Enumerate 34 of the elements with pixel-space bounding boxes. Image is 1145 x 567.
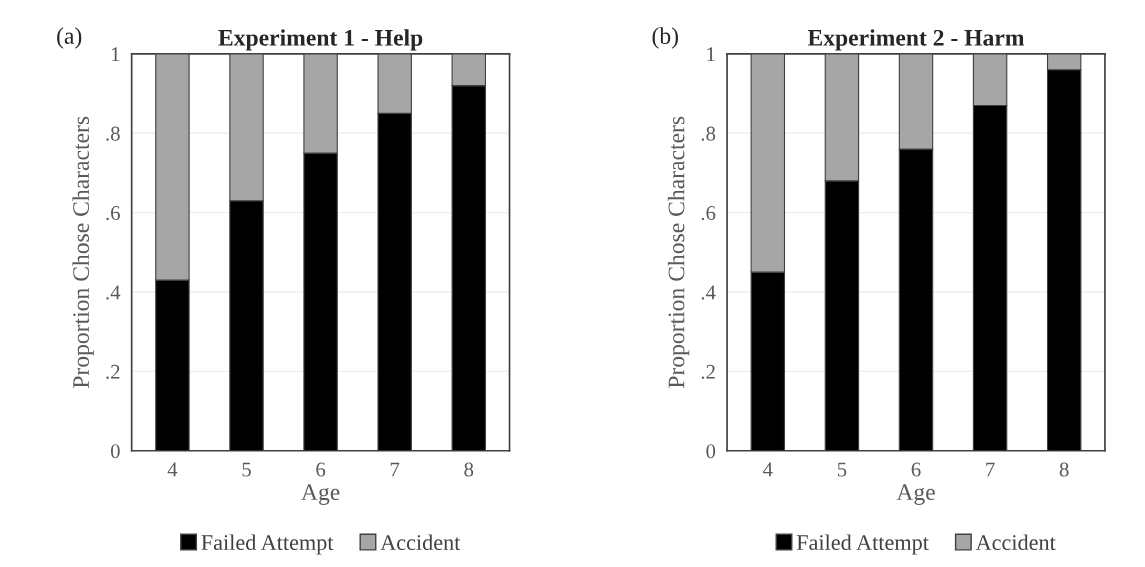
y-tick-label: .2 [701,364,715,379]
x-tick-label: 8 [464,462,474,477]
legend-label: Failed Attempt [796,534,929,555]
x-tick-label: 6 [316,462,326,477]
x-tick-label: 4 [763,462,773,477]
text: (a) [57,27,82,49]
chart-title: Experiment 1 - Help [218,29,423,51]
x-tick-label: 4 [167,462,178,477]
legend-label: Failed Attempt [201,534,334,555]
y-tick-label: 1 [707,47,715,62]
x-axis-title: Age [301,484,340,505]
y-tick-label: .2 [106,364,120,379]
legend-label: Accident [380,534,461,551]
y-tick-label: 1 [111,47,120,62]
x-tick-label: 5 [242,462,251,477]
text: (b) [652,27,678,49]
x-tick-label: 5 [837,462,847,477]
x-tick-label: 7 [390,462,400,477]
y-tick-label: .6 [701,206,716,221]
y-tick-label: 0 [110,444,120,459]
y-tick-label: .8 [701,126,716,141]
x-tick-label: 8 [1059,462,1069,477]
y-axis-title: Proportion Chose Characters [72,116,94,389]
y-axis-title: Proportion Chose Characters [667,116,690,389]
chart-title: Experiment 2 - Harm [807,29,1025,51]
x-tick-label: 6 [911,462,921,477]
y-tick-label: .4 [701,285,716,300]
legend-label: Accident [975,534,1056,551]
x-tick-label: 7 [986,462,995,477]
x-axis-title: Age [896,484,935,505]
y-tick-label: .4 [106,285,121,300]
y-tick-label: 0 [706,444,716,459]
y-tick-label: .6 [106,206,120,221]
y-tick-label: .8 [106,126,120,141]
